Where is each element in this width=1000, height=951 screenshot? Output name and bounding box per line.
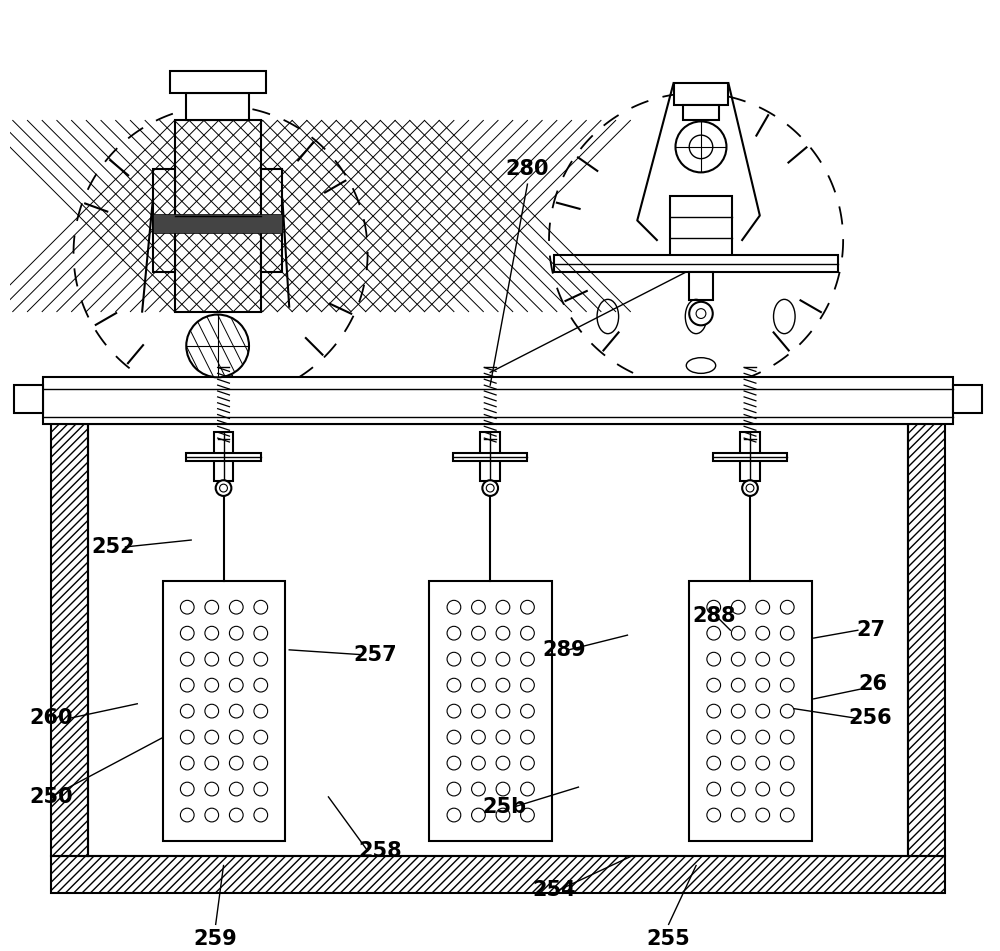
Bar: [261, 169, 282, 272]
Text: 250: 250: [29, 786, 73, 806]
Text: 288: 288: [692, 606, 735, 626]
Bar: [689, 272, 713, 300]
Bar: [88, 424, 908, 856]
Bar: [153, 214, 282, 233]
Bar: [453, 453, 527, 460]
Text: 254: 254: [532, 880, 576, 900]
Bar: [683, 105, 719, 121]
Text: 260: 260: [29, 708, 73, 728]
Bar: [953, 385, 982, 413]
Bar: [153, 169, 175, 272]
Text: 252: 252: [91, 537, 135, 557]
Bar: [713, 453, 787, 460]
Text: 27: 27: [856, 620, 885, 640]
Text: 26: 26: [858, 674, 887, 694]
Bar: [51, 856, 945, 893]
Bar: [186, 453, 261, 460]
Bar: [175, 121, 261, 312]
Bar: [429, 581, 552, 841]
Circle shape: [746, 484, 754, 492]
Bar: [674, 83, 728, 105]
Bar: [51, 424, 88, 856]
Circle shape: [220, 484, 227, 492]
Bar: [214, 432, 233, 481]
Circle shape: [486, 484, 494, 492]
Text: 289: 289: [542, 640, 586, 660]
Text: 258: 258: [359, 841, 402, 861]
Circle shape: [689, 135, 713, 159]
Bar: [670, 196, 732, 260]
Bar: [170, 71, 266, 93]
Circle shape: [216, 480, 231, 495]
Text: 259: 259: [194, 929, 238, 949]
Text: 257: 257: [354, 645, 397, 665]
Circle shape: [186, 315, 249, 378]
Circle shape: [675, 122, 726, 172]
Bar: [14, 385, 43, 413]
Bar: [163, 581, 285, 841]
Circle shape: [696, 309, 706, 319]
Bar: [186, 93, 249, 121]
Text: 255: 255: [647, 929, 691, 949]
Text: 25b: 25b: [483, 797, 527, 817]
Bar: [908, 424, 945, 856]
Circle shape: [742, 480, 758, 495]
Bar: [740, 432, 760, 481]
Text: 256: 256: [849, 708, 892, 728]
Bar: [43, 378, 953, 424]
Text: 280: 280: [506, 160, 549, 180]
Bar: [689, 581, 812, 841]
Bar: [554, 255, 838, 272]
Bar: [480, 432, 500, 481]
Circle shape: [482, 480, 498, 495]
Circle shape: [689, 301, 713, 325]
